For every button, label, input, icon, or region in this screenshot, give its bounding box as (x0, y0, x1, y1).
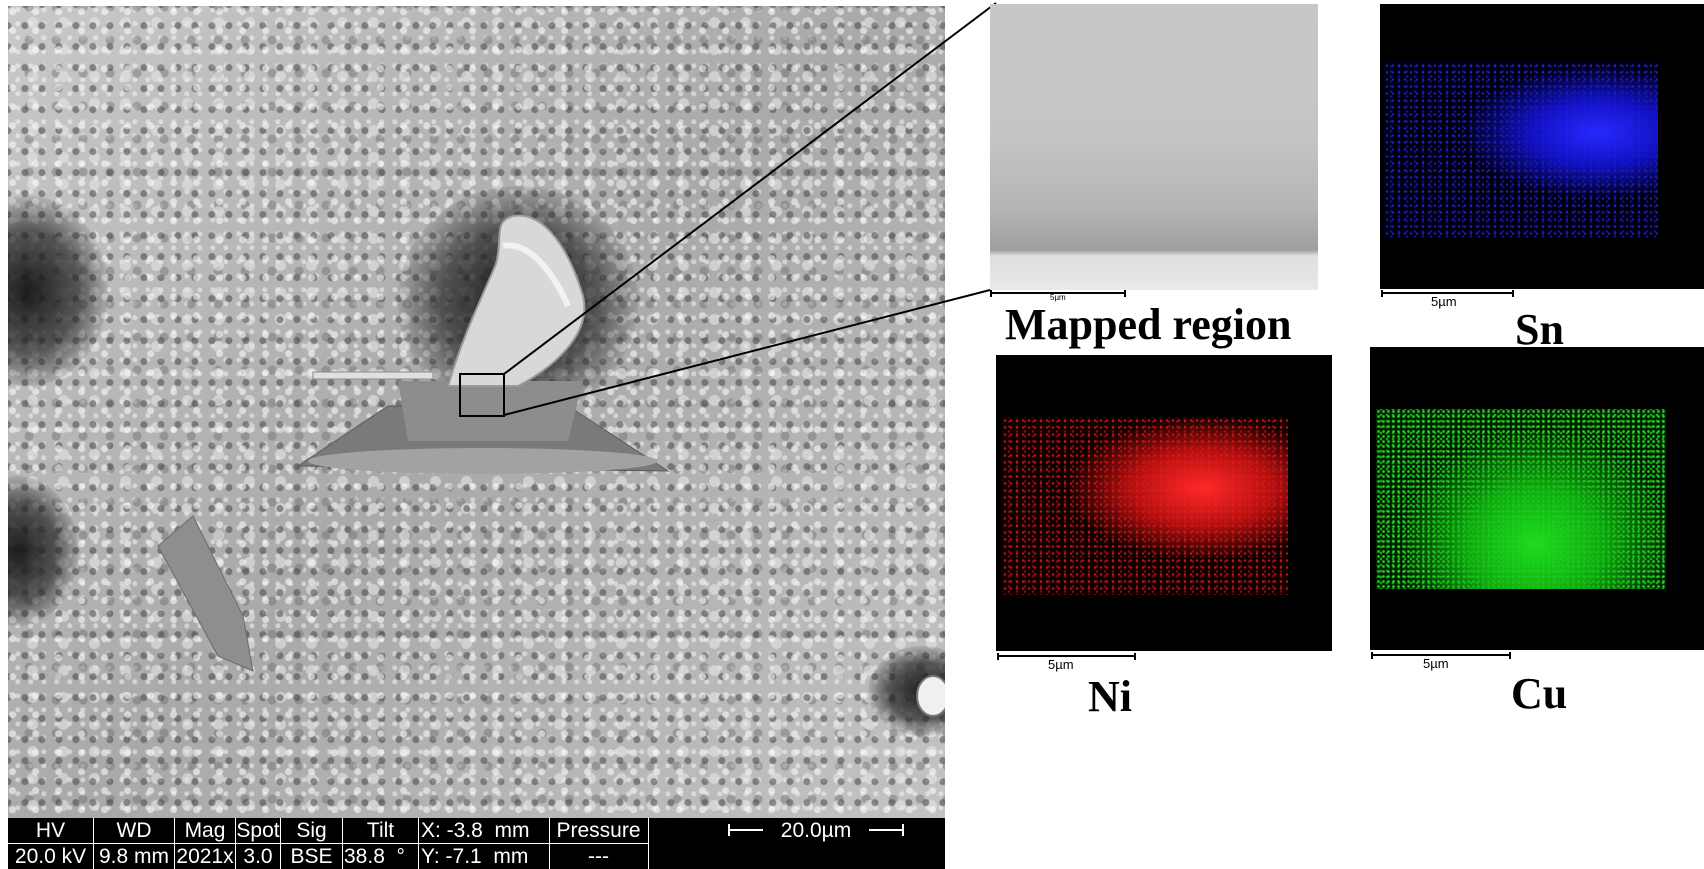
cu-map-region (1376, 409, 1666, 589)
tilt-value: 38.8 ° (344, 845, 405, 868)
bright-particle (916, 675, 945, 717)
mag-header: Mag (184, 819, 226, 842)
sig-header: Sig (296, 819, 327, 842)
top-protection-bar (312, 371, 434, 380)
mapped-scale-label: 5µm (1050, 293, 1066, 302)
sn-scale-tick-right (1512, 290, 1514, 297)
sem-info-bar: HV WD Mag Spot Sig Tilt X: -3.8 mm Press… (8, 818, 945, 869)
wd-value: 9.8 mm (98, 845, 169, 868)
mapped-scale-line (990, 292, 1126, 294)
ni-scale-tick-left (997, 653, 999, 660)
ni-scale-line (997, 655, 1136, 657)
sn-scale-label: 5µm (1431, 294, 1457, 309)
wedge-feature (157, 515, 254, 672)
sn-caption: Sn (1515, 305, 1564, 354)
sem-micrograph (8, 6, 945, 818)
cu-caption: Cu (1511, 669, 1568, 718)
y-coordinate: Y: -7.1 mm (421, 845, 529, 868)
cu-scale-label: 5µm (1423, 656, 1449, 671)
ni-map (996, 355, 1332, 651)
info-sep (418, 818, 419, 869)
info-sep (174, 818, 175, 869)
info-sep (342, 818, 343, 869)
pressure-header: Pressure (556, 819, 641, 842)
wd-header: WD (116, 819, 152, 842)
mapped-region-image (990, 4, 1318, 290)
x-coordinate: X: -3.8 mm (421, 819, 530, 842)
ni-scale-label: 5µm (1048, 657, 1074, 672)
spot-value: 3.0 (243, 845, 273, 868)
info-sep (93, 818, 94, 869)
sn-scale-tick-left (1381, 290, 1383, 297)
spot-header: Spot (236, 819, 280, 842)
pressure-value: --- (588, 845, 609, 868)
cu-scale-tick-left (1371, 652, 1373, 659)
sn-map-region (1384, 62, 1658, 238)
mag-value: 2021x (176, 845, 234, 868)
sig-value: BSE (290, 845, 333, 868)
trench-wall (398, 381, 583, 441)
cu-scale-tick-right (1509, 652, 1511, 659)
mapped-scale-tick-left (990, 290, 992, 297)
sn-scale-line (1381, 292, 1514, 294)
cu-scale-line (1371, 654, 1511, 656)
info-sep (648, 818, 649, 869)
hv-value: 20.0 kV (14, 845, 87, 868)
info-sep (280, 818, 281, 869)
info-sep (549, 818, 550, 869)
sn-map (1380, 4, 1704, 289)
ni-map-region (1002, 417, 1288, 595)
mapped-scale-tick-right (1124, 290, 1126, 297)
trench-floor (308, 448, 658, 474)
cu-map (1370, 347, 1704, 650)
info-sep (235, 818, 236, 869)
mapped-region-caption: Mapped region (1005, 300, 1292, 349)
hv-header: HV (35, 819, 66, 842)
sem-scalebar-label: 20.0µm (780, 819, 852, 842)
ni-caption: Ni (1088, 672, 1132, 721)
fib-trench-drawing (157, 214, 945, 717)
sem-scalebar (728, 824, 904, 836)
ni-scale-tick-right (1134, 653, 1136, 660)
tilt-header: Tilt (366, 819, 395, 842)
info-bar-divider (8, 843, 648, 844)
